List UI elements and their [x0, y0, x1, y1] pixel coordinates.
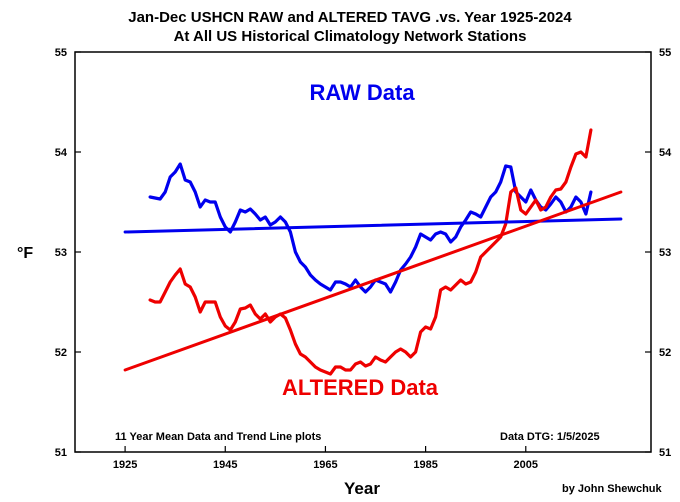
annotation-raw-data: RAW Data	[309, 80, 415, 105]
x-tick-label: 2005	[514, 459, 538, 471]
note-right: Data DTG: 1/5/2025	[500, 431, 600, 443]
annotation-altered-data: ALTERED Data	[282, 375, 439, 400]
y-tick-label-left: 53	[55, 247, 67, 259]
y-tick-label-right: 55	[659, 47, 671, 59]
x-tick-label: 1965	[313, 459, 337, 471]
y-axis-label: °F	[17, 245, 33, 262]
chart-title: Jan-Dec USHCN RAW and ALTERED TAVG .vs. …	[128, 9, 572, 26]
y-tick-label-right: 52	[659, 347, 671, 359]
y-tick-label-left: 55	[55, 47, 67, 59]
series-line-altered-trend	[123, 190, 623, 372]
y-tick-label-right: 54	[659, 147, 672, 159]
y-tick-label-left: 54	[55, 147, 68, 159]
x-axis-label: Year	[344, 479, 380, 498]
y-axis-left: 51 52 53 54 55	[55, 47, 81, 459]
y-tick-label-left: 52	[55, 347, 67, 359]
series-layer	[123, 128, 623, 376]
y-tick-label-left: 51	[55, 447, 67, 459]
chart-subtitle: At All US Historical Climatology Network…	[174, 28, 527, 45]
y-axis-right: 51 52 53 54 55	[645, 47, 672, 459]
series-line-altered-data	[148, 128, 593, 376]
x-axis: 1925 1945 1965 1985 2005	[113, 446, 538, 471]
series-line-raw-trend	[123, 217, 623, 234]
y-tick-label-right: 53	[659, 247, 671, 259]
x-tick-label: 1945	[213, 459, 237, 471]
y-tick-label-right: 51	[659, 447, 671, 459]
x-tick-label: 1985	[413, 459, 437, 471]
credit: by John Shewchuk	[562, 483, 663, 495]
x-tick-label: 1925	[113, 459, 137, 471]
note-left: 11 Year Mean Data and Trend Line plots	[115, 431, 321, 443]
